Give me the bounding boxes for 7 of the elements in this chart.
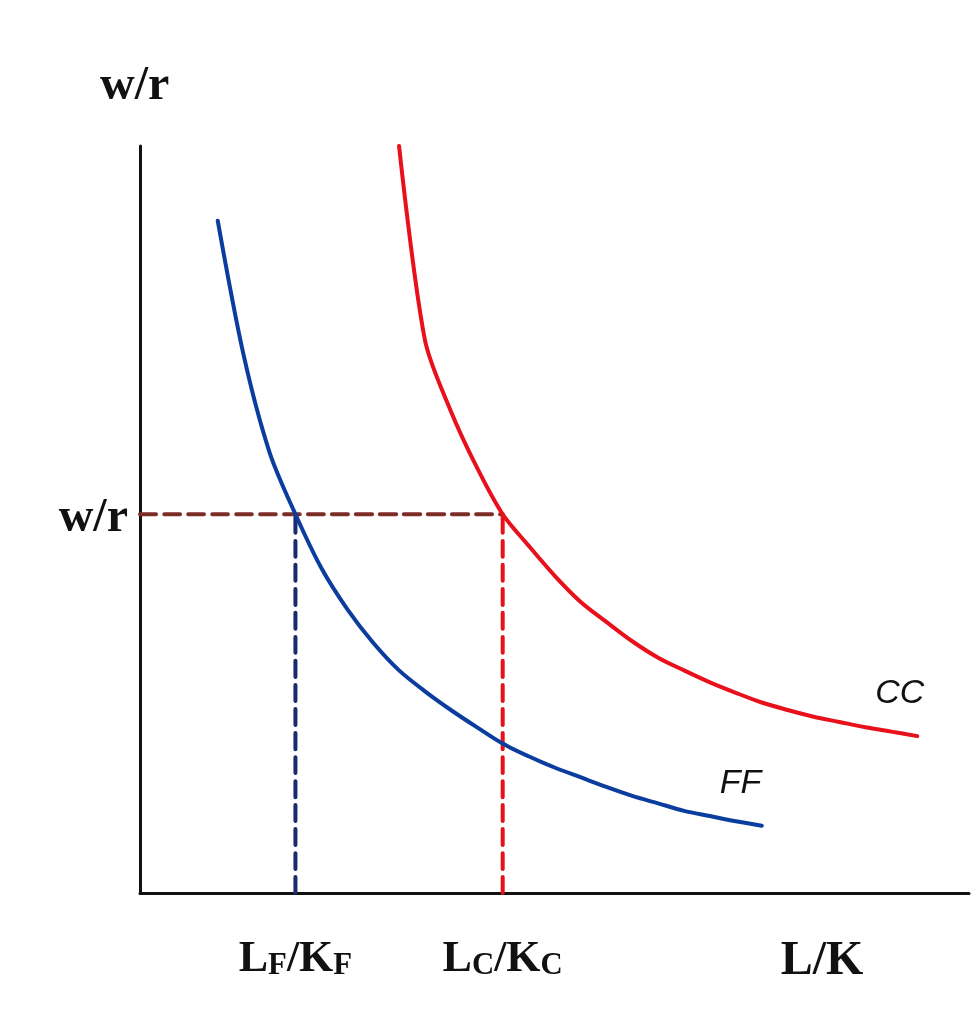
text: w/r <box>58 487 128 541</box>
x-axis-title: L/K <box>780 930 864 984</box>
x-tick-label: LC/KC <box>442 931 563 981</box>
y-axis-title: w/r <box>100 55 170 109</box>
series-label: FF <box>719 761 764 800</box>
x-tick-label: LF/KF <box>238 931 353 981</box>
series-label: CC <box>875 672 925 711</box>
